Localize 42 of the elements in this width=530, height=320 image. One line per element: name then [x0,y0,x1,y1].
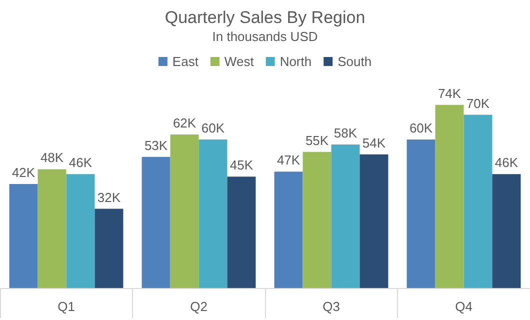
bar [227,176,256,288]
data-label: 46K [68,155,92,170]
bar [94,208,124,288]
legend-label: South [338,54,372,69]
chart-subtitle: In thousands USD [212,29,318,44]
data-label: 60K [201,120,225,136]
data-label: 55K [305,132,329,148]
bar [38,169,66,288]
data-label: 45K [230,158,254,173]
bar [170,134,199,288]
bar [274,172,303,288]
data-label: 42K [12,165,36,180]
data-label: 48K [40,150,64,166]
data-label: 46K [494,155,518,170]
data-label: 60K [409,120,433,136]
data-label: 74K [438,86,462,101]
bar [9,184,38,288]
bar [360,154,388,288]
bar [435,104,464,288]
bar [66,174,95,288]
data-label: 47K [276,152,300,168]
x-tick-label: Q3 [322,299,340,314]
bar [464,114,492,288]
legend-label: West [224,54,254,69]
bar [406,140,436,288]
data-label: 62K [172,116,196,131]
bar [142,156,170,288]
data-label: 53K [144,138,168,153]
legend-label: North [280,54,312,69]
chart-title: Quarterly Sales By Region [164,8,366,27]
bar [492,174,521,288]
bar [302,152,332,288]
data-label: 32K [97,190,121,205]
data-label: 70K [466,96,490,111]
x-tick-label: Q2 [190,299,208,314]
x-tick-label: Q1 [58,299,75,314]
data-label: 58K [334,125,358,140]
bar [198,140,228,288]
bar [331,144,360,288]
data-label: 54K [362,135,386,150]
x-tick-label: Q4 [455,299,472,314]
legend-label: East [172,54,199,69]
